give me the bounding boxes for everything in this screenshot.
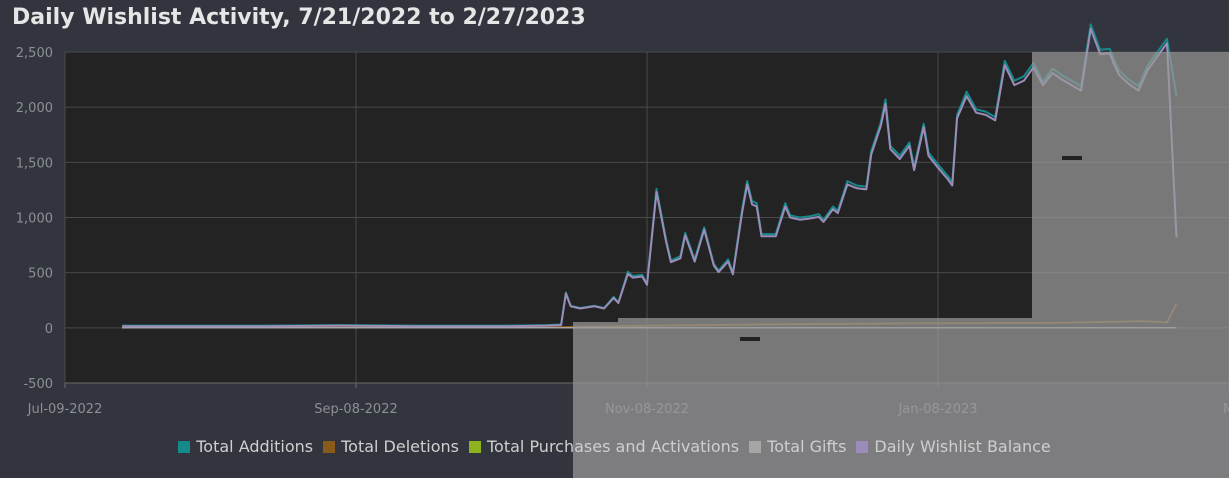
legend-item[interactable]: Total Additions (178, 437, 313, 456)
legend-item[interactable]: Total Gifts (749, 437, 846, 456)
x-tick-label: Sep-08-2022 (314, 402, 398, 417)
legend-swatch (323, 440, 336, 453)
legend-label: Total Deletions (341, 437, 459, 456)
y-tick-label: 1,500 (16, 156, 53, 171)
y-tick-label: -500 (23, 377, 53, 392)
x-tick-label: Jul-09-2022 (27, 402, 103, 417)
y-axis: 2,500 2,000 1,500 1,000 500 0 -500 (16, 46, 53, 392)
legend-label: Total Purchases and Activations (486, 437, 740, 456)
selection-overlay (573, 52, 1229, 478)
legend-item[interactable]: Total Deletions (323, 437, 459, 456)
legend-item[interactable]: Total Purchases and Activations (468, 437, 740, 456)
y-tick-label: 1,000 (16, 212, 53, 227)
legend-label: Daily Wishlist Balance (874, 437, 1051, 456)
y-tick-label: 2,500 (16, 46, 53, 61)
legend-label: Total Additions (196, 437, 314, 456)
y-tick-label: 2,000 (16, 101, 53, 116)
legend-label: Total Gifts (767, 437, 847, 456)
legend-swatch (178, 440, 191, 453)
chart-legend: Total Additions Total Deletions Total Purc… (0, 437, 1229, 456)
drag-marker (1062, 156, 1082, 160)
chart-title: Daily Wishlist Activity, 7/21/2022 to 2/… (12, 5, 586, 30)
legend-swatch (749, 440, 762, 453)
legend-swatch (856, 440, 869, 453)
y-tick-label: 500 (28, 267, 53, 282)
legend-swatch (468, 440, 481, 453)
legend-item[interactable]: Daily Wishlist Balance (856, 437, 1051, 456)
y-tick-label: 0 (45, 322, 53, 337)
drag-marker (740, 337, 760, 341)
